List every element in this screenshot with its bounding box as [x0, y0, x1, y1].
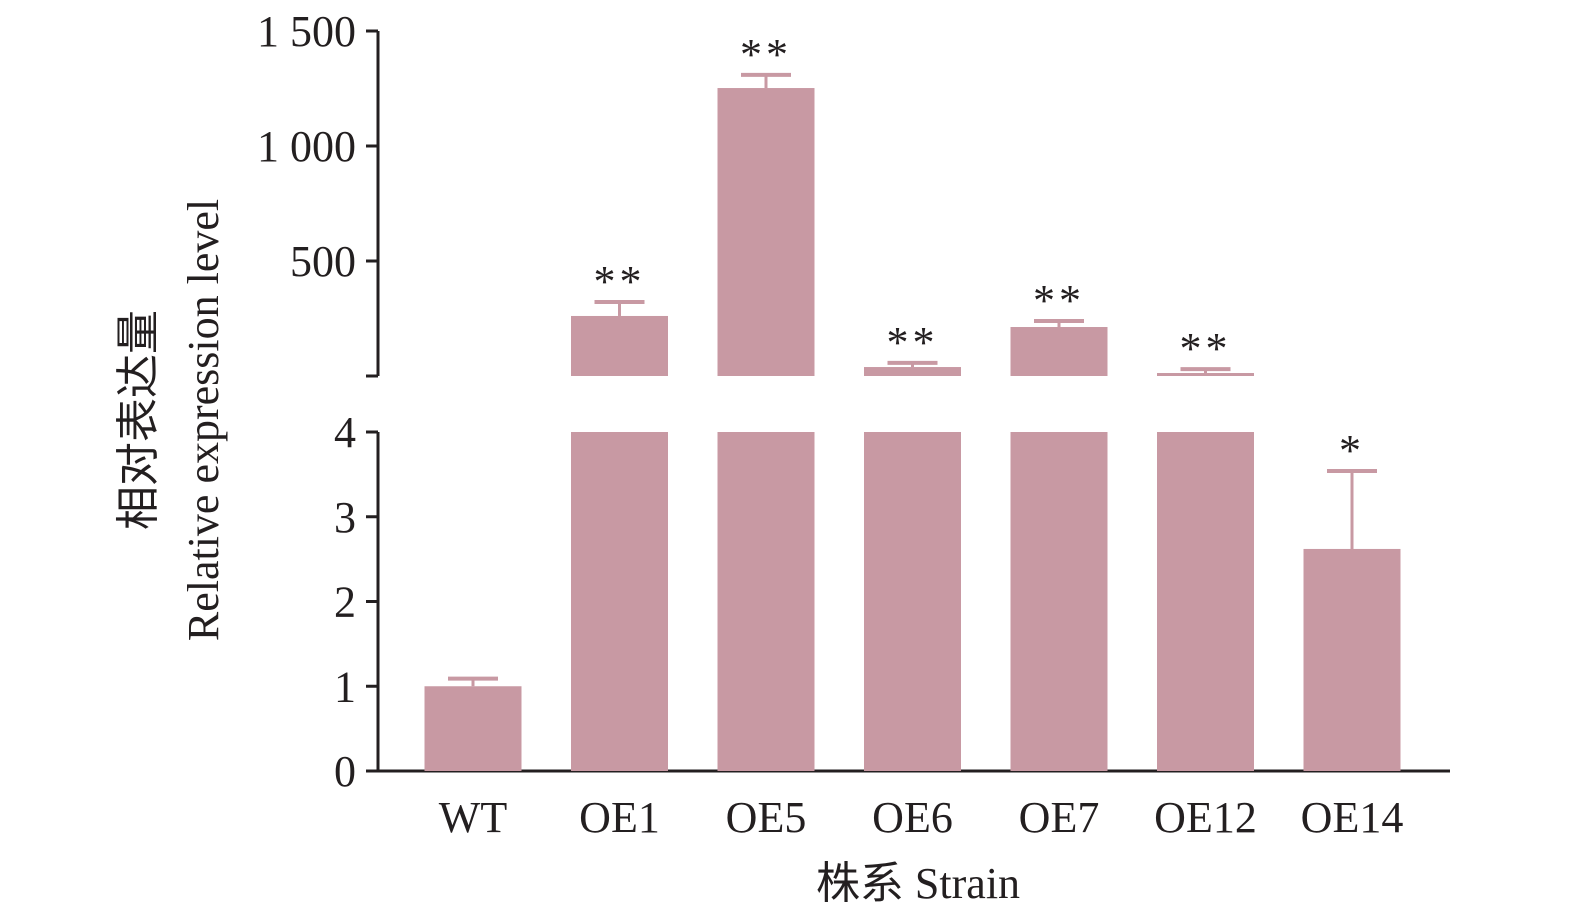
x-axis-title: 株系 Strain [816, 859, 1020, 908]
bar-WT [424, 686, 522, 771]
axes: 0 1 2 3 4 500 1 000 1 500 WT OE1 OE5 OE6 OE7 OE12 OE14 [257, 7, 1450, 842]
x-tick-label: OE7 [1019, 793, 1100, 842]
x-tick-label: OE12 [1154, 793, 1257, 842]
significance-marker: * [1339, 426, 1365, 475]
y-tick-label: 1 500 [257, 7, 356, 56]
bar-OE5-lower [717, 432, 815, 771]
x-tick-label: OE14 [1301, 793, 1404, 842]
bar-OE14 [1303, 548, 1401, 771]
x-tick-label: OE6 [872, 793, 953, 842]
y-tick-label: 4 [334, 408, 356, 457]
bar-OE6-upper [864, 367, 961, 376]
significance-marker: ** [1180, 324, 1232, 373]
x-tick-label: WT [439, 793, 508, 842]
bars: *********** [424, 30, 1401, 771]
significance-marker: ** [1033, 276, 1085, 325]
y-tick-label: 1 [334, 662, 356, 711]
significance-marker: ** [887, 318, 939, 367]
y-tick-label: 3 [334, 493, 356, 542]
x-tick-label: OE1 [579, 793, 660, 842]
y-tick-label: 2 [334, 578, 356, 627]
bar-OE12-lower [1157, 432, 1254, 771]
bar-OE1-upper [571, 315, 668, 376]
y-tick-label: 0 [334, 747, 356, 796]
bar-OE1-lower [571, 432, 668, 771]
bar-OE12-upper [1157, 373, 1254, 376]
bar-OE7-lower [1010, 432, 1108, 771]
x-tick-label: OE5 [726, 793, 807, 842]
bar-OE5-upper [717, 88, 815, 376]
y-tick-label: 1 000 [257, 122, 356, 171]
y-axis-title-cn: 相对表达量 [114, 310, 163, 530]
y-tick-label: 500 [290, 237, 356, 286]
significance-marker: ** [594, 257, 646, 306]
bar-OE7-upper [1010, 327, 1108, 376]
bar-OE6-lower [864, 432, 961, 771]
significance-marker: ** [740, 30, 792, 79]
y-axis-title-en: Relative expression level [179, 199, 228, 641]
